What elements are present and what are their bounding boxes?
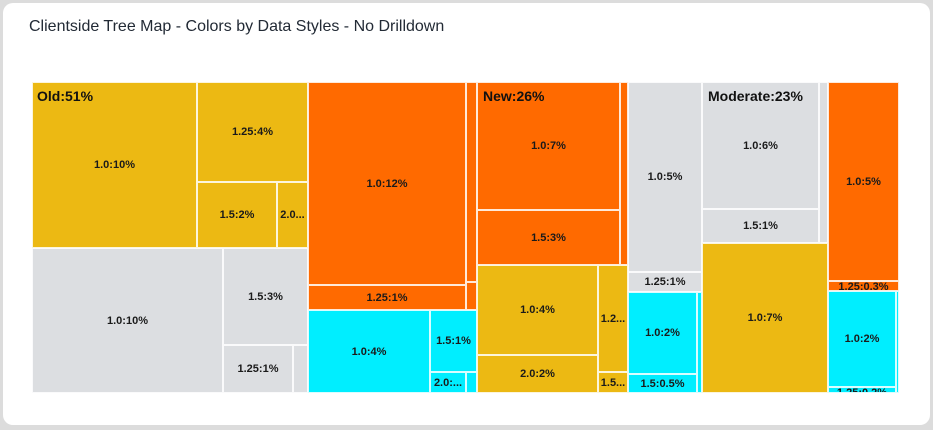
treemap-cell-new[interactable]: 1.5... <box>598 372 628 393</box>
treemap-cell-old[interactable]: 1.0:4% <box>308 310 430 393</box>
treemap-cell-new[interactable]: 1.0:2% <box>628 292 697 374</box>
treemap-cell-new[interactable] <box>697 292 702 393</box>
treemap-cell-new[interactable] <box>620 82 628 265</box>
treemap-cell-old[interactable]: 1.25:1% <box>223 345 293 393</box>
treemap-cell-old[interactable]: 1.25:4% <box>197 82 308 182</box>
treemap-cell-moderate[interactable]: 1.0:2% <box>828 291 896 387</box>
treemap-cell-new[interactable]: 1.0:5% <box>628 82 702 272</box>
treemap-cell-old[interactable]: 1.0:12% <box>308 82 466 285</box>
chart-title: Clientside Tree Map - Colors by Data Sty… <box>29 18 445 35</box>
treemap-cell-new[interactable]: 1.25:1% <box>628 272 702 292</box>
treemap-cell-old[interactable] <box>293 345 308 393</box>
treemap-cell-old[interactable] <box>466 282 477 310</box>
treemap-cell-moderate[interactable]: 1.25:0.2% <box>828 387 896 393</box>
treemap-cell-old[interactable] <box>466 82 477 282</box>
treemap-cell-moderate[interactable]: 1.0:7% <box>702 243 828 393</box>
treemap-cell-moderate[interactable]: 1.5:1% <box>702 209 819 243</box>
treemap-cell-old[interactable]: 2.0:... <box>430 372 466 393</box>
treemap-group-label: Moderate:23% <box>708 88 803 104</box>
treemap-cell-moderate[interactable] <box>819 82 828 243</box>
treemap-cell-new[interactable]: 2.0:2% <box>477 355 598 393</box>
treemap-cell-old[interactable]: 1.0:10% <box>32 248 223 393</box>
treemap-cell-new[interactable]: 1.0:4% <box>477 265 598 355</box>
treemap-group-label: New:26% <box>483 88 545 104</box>
treemap-cell-old[interactable]: 1.5:3% <box>223 248 308 345</box>
treemap-cell-old[interactable]: 1.0:10% <box>32 82 197 248</box>
treemap-cell-old[interactable]: 2.0... <box>277 182 308 248</box>
treemap-cell-new[interactable]: 1.5:0.5% <box>628 374 697 393</box>
treemap-cell-old[interactable]: 1.25:1% <box>308 285 466 310</box>
treemap-cell-moderate[interactable]: 1.25:0.3% <box>828 281 899 291</box>
treemap-cell-old[interactable]: 1.5:1% <box>430 310 477 372</box>
treemap-cell-old[interactable]: 1.5:2% <box>197 182 277 248</box>
treemap-group-label: Old:51% <box>37 88 94 104</box>
treemap-cell-moderate[interactable]: 1.0:5% <box>828 82 899 281</box>
treemap-cell-new[interactable]: 1.5:3% <box>477 210 620 265</box>
treemap-cell-moderate[interactable] <box>896 291 899 393</box>
treemap-cell-new[interactable]: 1.0:7% <box>477 82 620 210</box>
treemap-cell-old[interactable] <box>466 372 477 393</box>
treemap-cell-moderate[interactable]: 1.0:6% <box>702 82 819 209</box>
treemap-cell-new[interactable]: 1.2... <box>598 265 628 372</box>
